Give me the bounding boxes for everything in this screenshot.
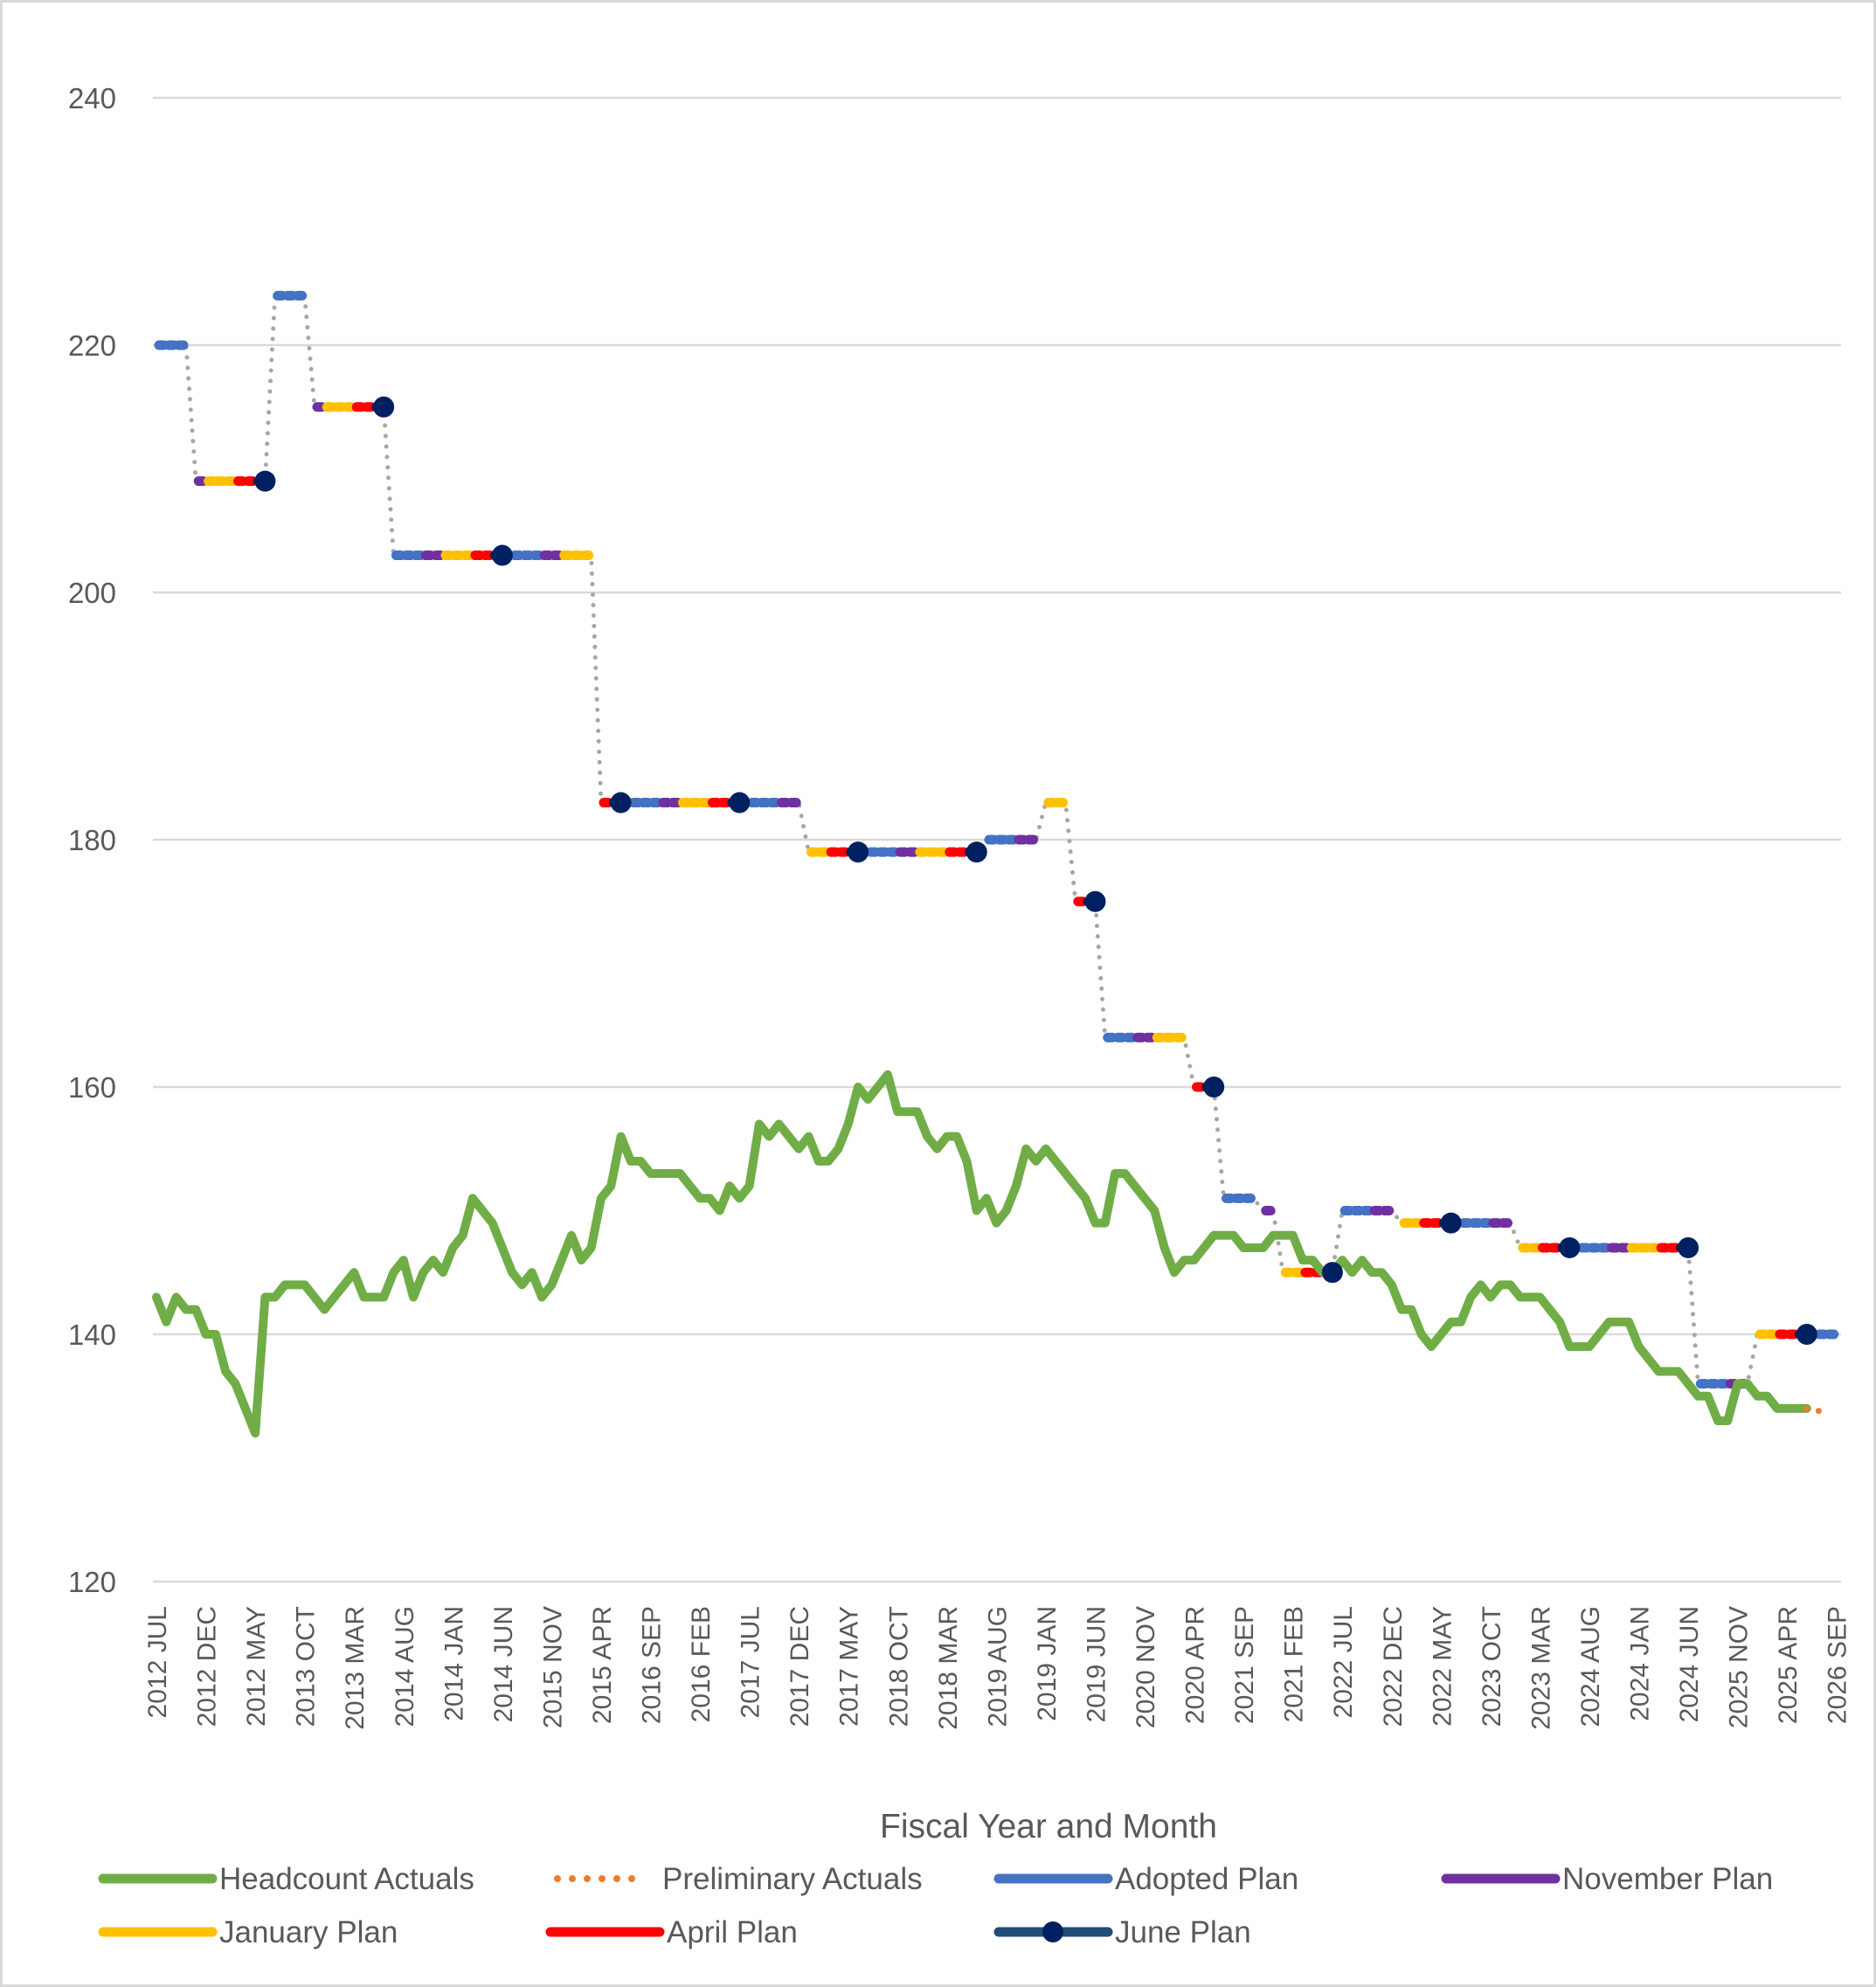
legend-item-preliminary: Preliminary Actuals [554,1862,923,1896]
x-axis-title: Fiscal Year and Month [880,1808,1217,1845]
june-plan-marker [254,470,276,492]
x-tick-label: 2015 APR [588,1606,617,1724]
x-tick-label: 2014 AUG [391,1606,419,1727]
x-tick-label: 2022 DEC [1379,1606,1408,1727]
x-tick-label: 2024 JAN [1626,1606,1655,1721]
x-tick-label: 2017 DEC [786,1606,814,1727]
y-tick-label: 120 [68,1566,116,1598]
x-tick-label: 2018 OCT [884,1606,913,1727]
x-tick-label: 2021 SEP [1230,1606,1259,1724]
june-plan-markers [254,396,1817,1345]
actuals-series [152,1070,1830,1438]
y-tick-label: 160 [68,1071,116,1104]
y-tick-label: 240 [68,82,116,114]
x-tick-label: 2013 MAR [341,1606,370,1730]
x-tick-label: 2018 MAR [934,1606,963,1730]
legend-item-april: April Plan [545,1915,798,1949]
y-axis-tick-labels: 120 140 160 180 200 220 240 [68,82,116,1598]
legend-item-adopted: Adopted Plan [993,1862,1298,1896]
x-tick-label: 2016 FEB [687,1606,716,1722]
x-tick-label: 2021 FEB [1280,1606,1309,1722]
legend-label: January Plan [219,1915,398,1949]
y-tick-label: 200 [68,577,116,609]
x-tick-label: 2020 NOV [1132,1606,1160,1728]
legend-item-november: November Plan [1441,1862,1773,1896]
x-tick-label: 2015 NOV [538,1606,567,1728]
june-plan-marker [1084,890,1106,912]
x-tick-label: 2026 SEP [1824,1606,1852,1724]
y-tick-label: 220 [68,329,116,362]
june-plan-marker [848,841,869,863]
june-plan-marker [1796,1324,1817,1345]
legend-item-june: June Plan [993,1915,1251,1949]
x-axis-tick-labels: 2012 JUL 2012 DEC 2012 MAY 2013 OCT 2013 MAR… [143,1606,1852,1730]
legend-label: April Plan [667,1915,798,1949]
june-plan-marker [491,544,513,566]
legend-label: November Plan [1562,1862,1773,1896]
june-plan-marker [966,841,987,863]
x-tick-label: 2017 JUL [737,1606,765,1718]
legend-item-actuals: Headcount Actuals [98,1862,474,1896]
x-tick-label: 2022 JUL [1329,1606,1358,1718]
x-tick-label: 2024 JUN [1675,1606,1704,1722]
x-tick-label: 2020 APR [1181,1606,1210,1724]
legend-label: June Plan [1115,1915,1251,1949]
legend-label: Preliminary Actuals [662,1862,923,1896]
x-tick-label: 2012 MAY [242,1606,271,1727]
june-plan-marker [1678,1236,1699,1258]
legend-item-january: January Plan [98,1915,398,1949]
headcount-actuals-line [152,1070,1811,1438]
june-plan-marker [610,792,632,813]
x-tick-label: 2017 MAY [835,1606,864,1727]
gridlines [153,96,1841,1583]
legend-marker-june [1042,1921,1063,1942]
x-tick-label: 2019 AUG [983,1606,1012,1727]
x-tick-label: 2012 DEC [193,1606,222,1727]
x-tick-label: 2023 MAR [1526,1606,1555,1730]
x-tick-label: 2013 OCT [292,1606,321,1727]
june-plan-marker [1203,1077,1225,1097]
x-tick-label: 2024 AUG [1576,1606,1605,1727]
june-plan-marker [373,396,395,418]
x-tick-label: 2023 OCT [1478,1606,1506,1727]
x-tick-label: 2022 MAY [1428,1606,1457,1727]
x-tick-label: 2014 JUN [489,1606,518,1722]
x-tick-label: 2014 JAN [440,1606,468,1721]
june-plan-marker [1440,1212,1462,1234]
june-plan-marker [1559,1236,1581,1258]
x-tick-label: 2019 JAN [1033,1606,1062,1721]
legend-label: Headcount Actuals [219,1862,474,1896]
x-tick-label: 2019 JUN [1082,1606,1111,1722]
june-plan-marker [1321,1262,1343,1284]
x-tick-label: 2016 SEP [638,1606,667,1724]
legend-label: Adopted Plan [1115,1862,1298,1896]
x-tick-label: 2025 APR [1774,1606,1803,1724]
y-tick-label: 180 [68,824,116,856]
x-tick-label: 2012 JUL [143,1606,172,1718]
june-plan-marker [729,792,751,813]
x-tick-label: 2025 NOV [1725,1606,1754,1728]
legend: Headcount Actuals Preliminary Actuals Adop… [98,1862,1773,1949]
y-tick-label: 140 [68,1319,116,1351]
